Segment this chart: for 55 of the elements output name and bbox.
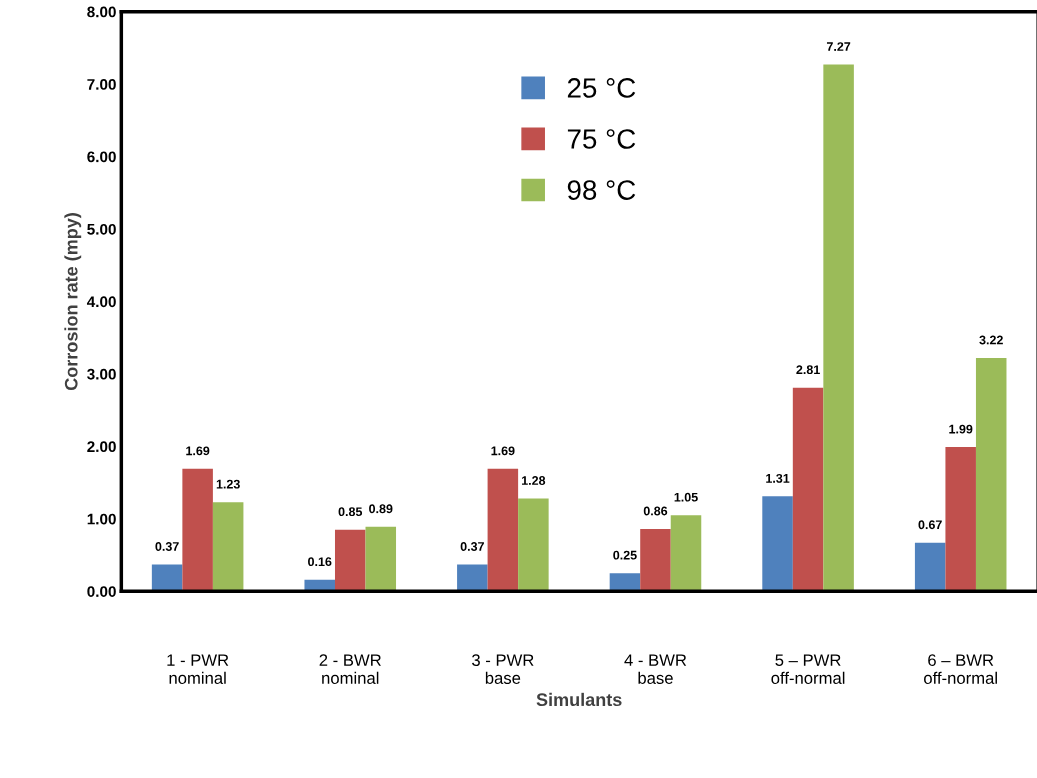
y-tick-label: 8.00 bbox=[87, 6, 116, 18]
y-axis-title: Corrosion rate (mpy) bbox=[64, 213, 82, 391]
bar bbox=[151, 564, 183, 592]
x-tick-label: 1 - PWR nominal bbox=[167, 654, 229, 684]
legend-label: 75 °C bbox=[567, 129, 636, 149]
data-label: 0.25 bbox=[613, 550, 637, 560]
x-axis-title: Simulants bbox=[536, 692, 622, 707]
bar bbox=[945, 447, 976, 592]
data-label: 0.85 bbox=[338, 507, 363, 517]
data-label: 1.05 bbox=[674, 492, 698, 502]
bar bbox=[487, 468, 519, 592]
data-label: 0.16 bbox=[308, 557, 332, 567]
bar bbox=[823, 64, 854, 592]
bar bbox=[792, 387, 824, 592]
data-label: 1.23 bbox=[216, 479, 240, 489]
data-label: 1.69 bbox=[186, 446, 210, 456]
y-tick-label: 5.00 bbox=[87, 223, 116, 235]
bar bbox=[762, 496, 793, 592]
data-label: 0.89 bbox=[369, 504, 393, 514]
legend-label: 25 °C bbox=[567, 78, 636, 98]
bar bbox=[914, 542, 946, 592]
data-label: 1.31 bbox=[766, 473, 790, 483]
bar bbox=[334, 529, 366, 592]
x-tick-label: 5 – PWR off-normal bbox=[771, 654, 845, 684]
x-tick-label: 3 - PWR base bbox=[472, 654, 534, 684]
data-label: 7.27 bbox=[826, 42, 851, 51]
x-tick-label: 2 - BWR nominal bbox=[319, 654, 381, 684]
y-tick-label: 0.00 bbox=[87, 586, 116, 597]
bar bbox=[609, 573, 641, 592]
bar bbox=[365, 526, 397, 592]
y-tick-label: 4.00 bbox=[86, 296, 116, 308]
data-label: 1.28 bbox=[522, 476, 546, 485]
bar bbox=[640, 528, 671, 592]
data-label: 0.37 bbox=[460, 542, 484, 551]
y-tick-label: 7.00 bbox=[87, 78, 116, 90]
bar bbox=[518, 498, 549, 592]
data-label: 1.99 bbox=[949, 424, 973, 434]
bar bbox=[182, 468, 213, 592]
bar bbox=[457, 564, 488, 592]
data-label: 2.81 bbox=[796, 365, 820, 375]
bar bbox=[670, 515, 702, 592]
data-label: 1.69 bbox=[491, 446, 515, 456]
data-label: 0.67 bbox=[918, 520, 942, 530]
y-tick-label: 6.00 bbox=[87, 151, 116, 163]
data-label: 3.22 bbox=[979, 335, 1003, 345]
x-tick-label: 4 - BWR base bbox=[624, 654, 687, 684]
y-tick-label: 3.00 bbox=[87, 368, 116, 380]
legend-label: 98 °C bbox=[567, 180, 636, 200]
x-tick-label: 6 – BWR off-normal bbox=[924, 654, 997, 684]
bar bbox=[975, 357, 1007, 592]
data-label: 0.86 bbox=[643, 506, 668, 516]
data-label: 0.37 bbox=[155, 542, 179, 551]
bar bbox=[212, 502, 244, 592]
y-tick-label: 2.00 bbox=[87, 441, 116, 453]
y-tick-label: 1.00 bbox=[87, 513, 116, 525]
